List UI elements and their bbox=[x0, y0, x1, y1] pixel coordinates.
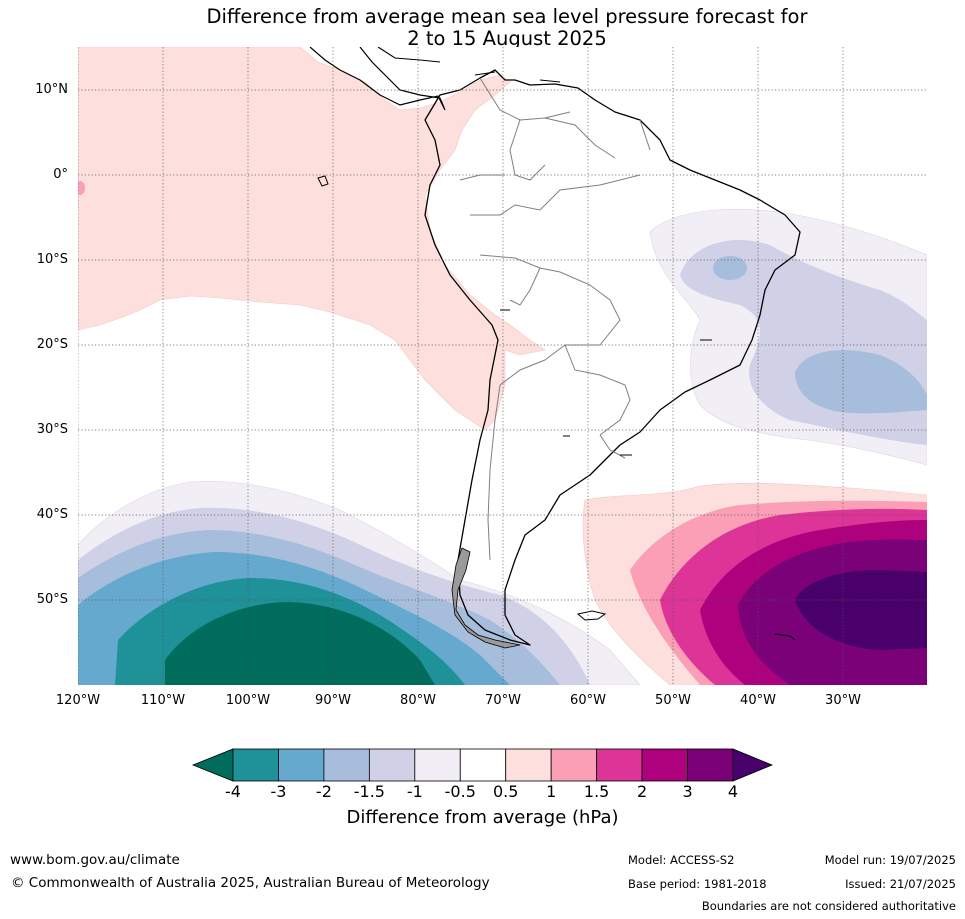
falkland-islands bbox=[576, 610, 607, 621]
map-plot-area bbox=[78, 47, 927, 685]
lon-label-110w: 110°W bbox=[140, 693, 186, 708]
colorbar-tick-label: -3 bbox=[270, 782, 287, 801]
footer-url[interactable]: www.bom.gov.au/climate bbox=[10, 852, 180, 868]
brazil-band-m15-north bbox=[713, 256, 747, 280]
se-pacific-band-m4 bbox=[165, 602, 435, 685]
colorbar-segment bbox=[641, 748, 688, 782]
map-title-line1: Difference from average mean sea level p… bbox=[206, 5, 808, 28]
colorbar-segment bbox=[323, 748, 370, 782]
colorbar-tick-label: -1.5 bbox=[353, 782, 385, 801]
lat-label-10s: 10°S bbox=[36, 252, 68, 267]
lon-label-50w: 50°W bbox=[655, 693, 691, 708]
lat-label-50s: 50°S bbox=[36, 592, 68, 607]
pacific-small-positive-patch bbox=[78, 181, 85, 195]
colorbar-segment bbox=[505, 748, 552, 782]
colorbar-label: Difference from average (hPa) bbox=[346, 807, 619, 828]
lat-label-10n: 10°N bbox=[35, 82, 68, 97]
colorbar-tick-label: 1 bbox=[546, 782, 557, 801]
colorbar-tick-label: 4 bbox=[727, 782, 739, 801]
colorbar-segment bbox=[414, 748, 461, 782]
colorbar-segment bbox=[232, 748, 279, 782]
colorbar-segment bbox=[368, 748, 416, 782]
s-atlantic-band-4 bbox=[795, 570, 927, 650]
central-america-outline bbox=[309, 47, 446, 111]
lat-label-20s: 20°S bbox=[36, 337, 68, 352]
colorbar-segments bbox=[191, 748, 774, 782]
colorbar-segment bbox=[550, 748, 598, 782]
lon-label-60w: 60°W bbox=[570, 693, 606, 708]
colorbar-extend-max bbox=[732, 748, 774, 782]
map-title-line2: 2 to 15 August 2025 bbox=[407, 27, 607, 50]
south-america-outline bbox=[424, 69, 801, 646]
lon-label-120w: 120°W bbox=[55, 693, 101, 708]
galapagos-islands bbox=[317, 175, 329, 187]
colorbar-tick-label: 2 bbox=[636, 782, 648, 801]
footer-issued: Issued: 21/07/2025 bbox=[845, 877, 956, 891]
footer-base-period: Base period: 1981-2018 bbox=[628, 877, 767, 891]
colorbar-tick-label: -0.5 bbox=[444, 782, 476, 801]
footer-model-run: Model run: 19/07/2025 bbox=[824, 853, 956, 867]
lon-label-30w: 30°W bbox=[825, 693, 861, 708]
colorbar-segment bbox=[596, 748, 643, 782]
footer-disclaimer: Boundaries are not considered authoritat… bbox=[701, 899, 956, 913]
lon-label-90w: 90°W bbox=[315, 693, 351, 708]
colorbar-tick-label: 3 bbox=[682, 782, 693, 801]
lakes bbox=[500, 309, 712, 456]
south-georgia bbox=[774, 633, 796, 641]
chilean-archipelago bbox=[451, 547, 521, 649]
lon-label-40w: 40°W bbox=[740, 693, 776, 708]
caribbean-islands bbox=[377, 47, 561, 83]
footer-model: Model: ACCESS-S2 bbox=[628, 853, 735, 867]
colorbar-tick-label: 0.5 bbox=[492, 782, 519, 801]
lat-label-30s: 30°S bbox=[36, 422, 68, 437]
colorbar-tick-label: -1 bbox=[406, 782, 423, 801]
colorbar-tick-label: -2 bbox=[315, 782, 332, 801]
pacific-positive-anomaly bbox=[78, 47, 546, 431]
colorbar-tick-label: 1.5 bbox=[583, 782, 610, 801]
lat-label-0: 0° bbox=[53, 167, 68, 182]
footer-copyright: © Commonwealth of Australia 2025, Austra… bbox=[11, 875, 490, 891]
lon-label-100w: 100°W bbox=[225, 693, 271, 708]
colorbar-segment bbox=[459, 748, 507, 782]
brazil-band-m15-south bbox=[795, 350, 927, 414]
colorbar-extend-min bbox=[191, 748, 234, 782]
lat-label-40s: 40°S bbox=[36, 507, 68, 522]
colorbar-tick-label: -4 bbox=[225, 782, 241, 801]
colorbar-segment bbox=[278, 748, 325, 782]
colorbar-segment bbox=[687, 748, 734, 782]
lon-label-70w: 70°W bbox=[485, 693, 521, 708]
lon-label-80w: 80°W bbox=[400, 693, 436, 708]
